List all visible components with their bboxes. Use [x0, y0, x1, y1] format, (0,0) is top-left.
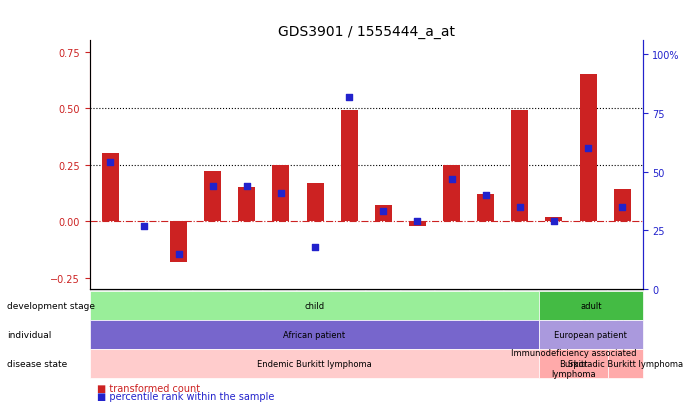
Title: GDS3901 / 1555444_a_at: GDS3901 / 1555444_a_at: [278, 25, 455, 39]
Point: [139, 223, 150, 229]
Bar: [204, 172, 221, 221]
Text: ■ percentile rank within the sample: ■ percentile rank within the sample: [97, 392, 274, 401]
Bar: [477, 195, 494, 221]
Point: [105, 159, 116, 166]
Point: [343, 94, 354, 101]
Bar: [272, 165, 290, 221]
Text: ■ transformed count: ■ transformed count: [97, 383, 200, 393]
Bar: [375, 206, 392, 221]
Text: adult: adult: [580, 301, 602, 310]
Bar: [443, 165, 460, 221]
Point: [207, 183, 218, 190]
Point: [173, 251, 184, 257]
Bar: [511, 111, 529, 221]
Text: European patient: European patient: [554, 330, 627, 339]
Bar: [238, 188, 256, 221]
Bar: [545, 217, 562, 221]
Point: [412, 218, 423, 225]
Text: Endemic Burkitt lymphoma: Endemic Burkitt lymphoma: [257, 359, 372, 368]
Point: [549, 218, 560, 225]
Text: Immunodeficiency associated
Burkitt
lymphoma: Immunodeficiency associated Burkitt lymp…: [511, 349, 636, 378]
Bar: [307, 183, 323, 221]
Bar: [170, 221, 187, 262]
Bar: [102, 154, 119, 221]
Text: disease state: disease state: [7, 359, 67, 368]
Bar: [409, 221, 426, 226]
Point: [241, 183, 252, 190]
Text: African patient: African patient: [283, 330, 346, 339]
Point: [276, 190, 287, 197]
Bar: [580, 75, 596, 221]
Text: development stage: development stage: [7, 301, 95, 310]
Point: [310, 244, 321, 250]
Text: child: child: [304, 301, 325, 310]
Point: [583, 145, 594, 152]
Bar: [614, 190, 631, 221]
Point: [480, 192, 491, 199]
Point: [378, 209, 389, 215]
Point: [514, 204, 525, 211]
Bar: [341, 111, 358, 221]
Point: [616, 204, 627, 211]
Text: individual: individual: [7, 330, 51, 339]
Point: [446, 176, 457, 183]
Text: Sporadic Burkitt lymphoma: Sporadic Burkitt lymphoma: [568, 359, 683, 368]
